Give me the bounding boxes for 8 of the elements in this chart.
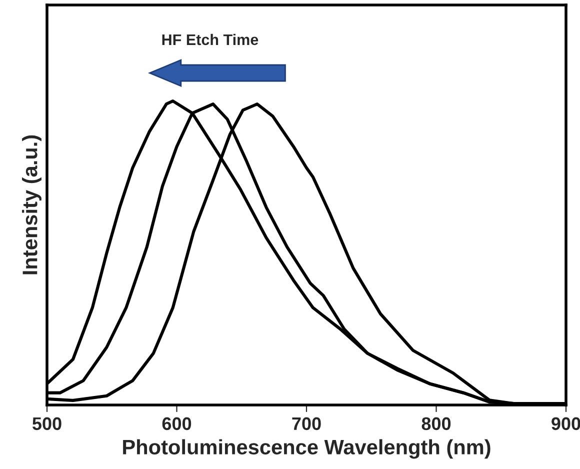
x-tick-label: 900 (552, 417, 580, 430)
x-tick-label: 600 (162, 417, 192, 430)
x-tick-label: 700 (292, 417, 321, 430)
y-axis-title: Intensity (a.u.) (22, 135, 42, 274)
x-tick-label: 800 (422, 417, 451, 430)
x-tick-label: 500 (32, 417, 62, 430)
text: HF Etch Time (162, 34, 258, 46)
x-axis-title: Photoluminescence Wavelength (nm) (123, 439, 490, 459)
